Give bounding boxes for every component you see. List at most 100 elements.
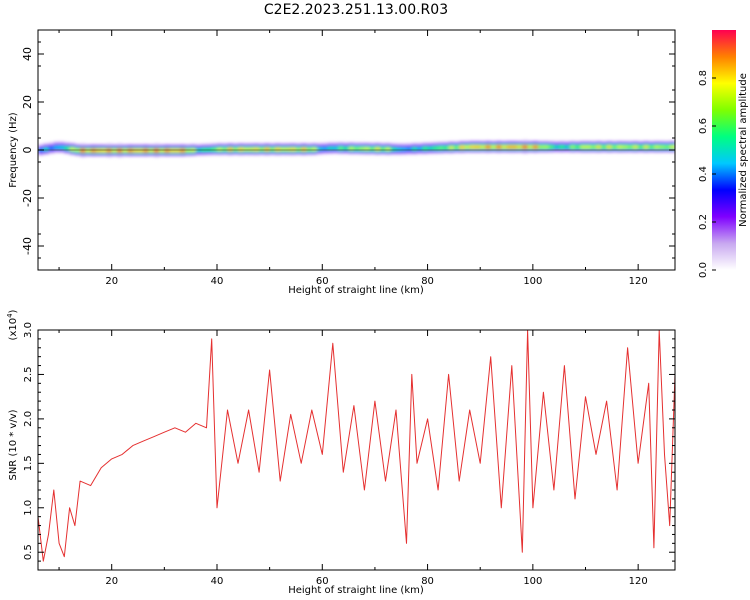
- heatmap-cell: [559, 142, 566, 144]
- heatmap-cell: [522, 144, 529, 147]
- heatmap-cell: [459, 144, 466, 147]
- heatmap-cell: [569, 144, 576, 147]
- heatmap-cell: [669, 143, 675, 146]
- heatmap-cell: [538, 150, 544, 153]
- heatmap-cell: [216, 150, 223, 153]
- heatmap-cell: [306, 144, 313, 147]
- heatmap-cell: [580, 142, 587, 144]
- heatmap-cell: [216, 143, 223, 146]
- heatmap-cell: [253, 148, 260, 150]
- heatmap-cell: [53, 151, 60, 153]
- heatmap-cell: [501, 148, 508, 150]
- heatmap-cell: [90, 148, 97, 150]
- heatmap-cell: [348, 147, 355, 150]
- heatmap-cell: [395, 144, 402, 147]
- heatmap-cell: [659, 142, 666, 144]
- heatmap-cell: [611, 147, 618, 149]
- heatmap-cell: [48, 143, 55, 146]
- heatmap-cell: [638, 147, 645, 149]
- heatmap-cell: [80, 150, 86, 153]
- heatmap-cell: [522, 141, 529, 143]
- heatmap-cell: [364, 146, 371, 149]
- heatmap-cell: [659, 147, 666, 149]
- heatmap-cell: [606, 150, 613, 153]
- heatmap-cell: [369, 147, 376, 150]
- heatmap-cell: [95, 148, 102, 150]
- heatmap-cell: [285, 147, 292, 149]
- heatmap-cell: [538, 145, 544, 148]
- heatmap-cell: [148, 154, 155, 156]
- heatmap-cell: [496, 148, 502, 150]
- heatmap-cell: [538, 144, 544, 147]
- heatmap-cell: [532, 145, 539, 148]
- heatmap-cell: [632, 147, 639, 149]
- heatmap-cell: [385, 147, 392, 150]
- heatmap-cell: [64, 150, 71, 153]
- heatmap-cell: [138, 145, 144, 148]
- y-tick-label: 20: [21, 95, 34, 109]
- heatmap-cell: [253, 145, 260, 148]
- heatmap-cell: [506, 147, 513, 149]
- heatmap-cell: [390, 152, 397, 155]
- heatmap-cell: [653, 142, 660, 144]
- heatmap-cell: [90, 144, 97, 147]
- heatmap-cell: [464, 144, 471, 147]
- heatmap-cell: [59, 146, 65, 149]
- heatmap-cell: [664, 145, 671, 148]
- heatmap-cell: [59, 148, 65, 151]
- heatmap-cell: [216, 148, 223, 150]
- heatmap-cell: [327, 145, 334, 148]
- heatmap-cell: [59, 142, 65, 145]
- heatmap-cell: [85, 154, 92, 156]
- heatmap-cell: [427, 150, 434, 153]
- heatmap-cell: [64, 149, 71, 152]
- heatmap-cell: [469, 141, 476, 143]
- heatmap-cell: [353, 146, 360, 149]
- heatmap-cell: [222, 143, 229, 146]
- heatmap-cell: [627, 145, 634, 148]
- heatmap-cell: [116, 145, 123, 148]
- heatmap-cell: [390, 145, 397, 148]
- heatmap-cell: [490, 142, 497, 144]
- heatmap-cell: [211, 147, 218, 149]
- heatmap-cell: [648, 145, 655, 148]
- heatmap-cell: [253, 147, 260, 149]
- heatmap-cell: [122, 153, 129, 155]
- heatmap-cell: [169, 153, 176, 155]
- heatmap-cell: [527, 143, 534, 146]
- heatmap-cell: [327, 151, 334, 154]
- heatmap-cell: [501, 141, 508, 143]
- heatmap-cell: [143, 145, 150, 148]
- heatmap-cell: [222, 153, 229, 155]
- heatmap-cell: [353, 142, 360, 145]
- heatmap-cell: [180, 147, 186, 149]
- heatmap-cell: [611, 150, 618, 153]
- heatmap-cell: [38, 151, 44, 154]
- heatmap-cell: [459, 147, 466, 150]
- heatmap-cell: [501, 150, 508, 153]
- heatmap-cell: [248, 147, 255, 149]
- heatmap-cell: [543, 148, 550, 150]
- heatmap-cell: [469, 143, 476, 146]
- heatmap-cell: [596, 145, 602, 148]
- heatmap-cell: [74, 151, 81, 154]
- heatmap-cell: [143, 148, 150, 150]
- heatmap-cell: [580, 150, 587, 153]
- heatmap-cell: [453, 148, 460, 151]
- heatmap-cell: [501, 144, 508, 147]
- heatmap-cell: [343, 142, 350, 145]
- heatmap-cell: [195, 146, 202, 149]
- heatmap-cell: [632, 142, 639, 144]
- heatmap-cell: [190, 147, 197, 150]
- heatmap-cell: [48, 148, 55, 151]
- heatmap-cell: [411, 146, 418, 149]
- heatmap-cell: [464, 150, 471, 153]
- colorbar-tick-label: 0.6: [698, 118, 709, 134]
- heatmap-cell: [111, 154, 118, 156]
- heatmap-cell: [38, 153, 44, 156]
- heatmap-cell: [322, 146, 329, 149]
- heatmap-cell: [269, 151, 276, 154]
- heatmap-cell: [464, 143, 471, 146]
- heatmap-cell: [216, 151, 223, 154]
- heatmap-cell: [111, 150, 118, 153]
